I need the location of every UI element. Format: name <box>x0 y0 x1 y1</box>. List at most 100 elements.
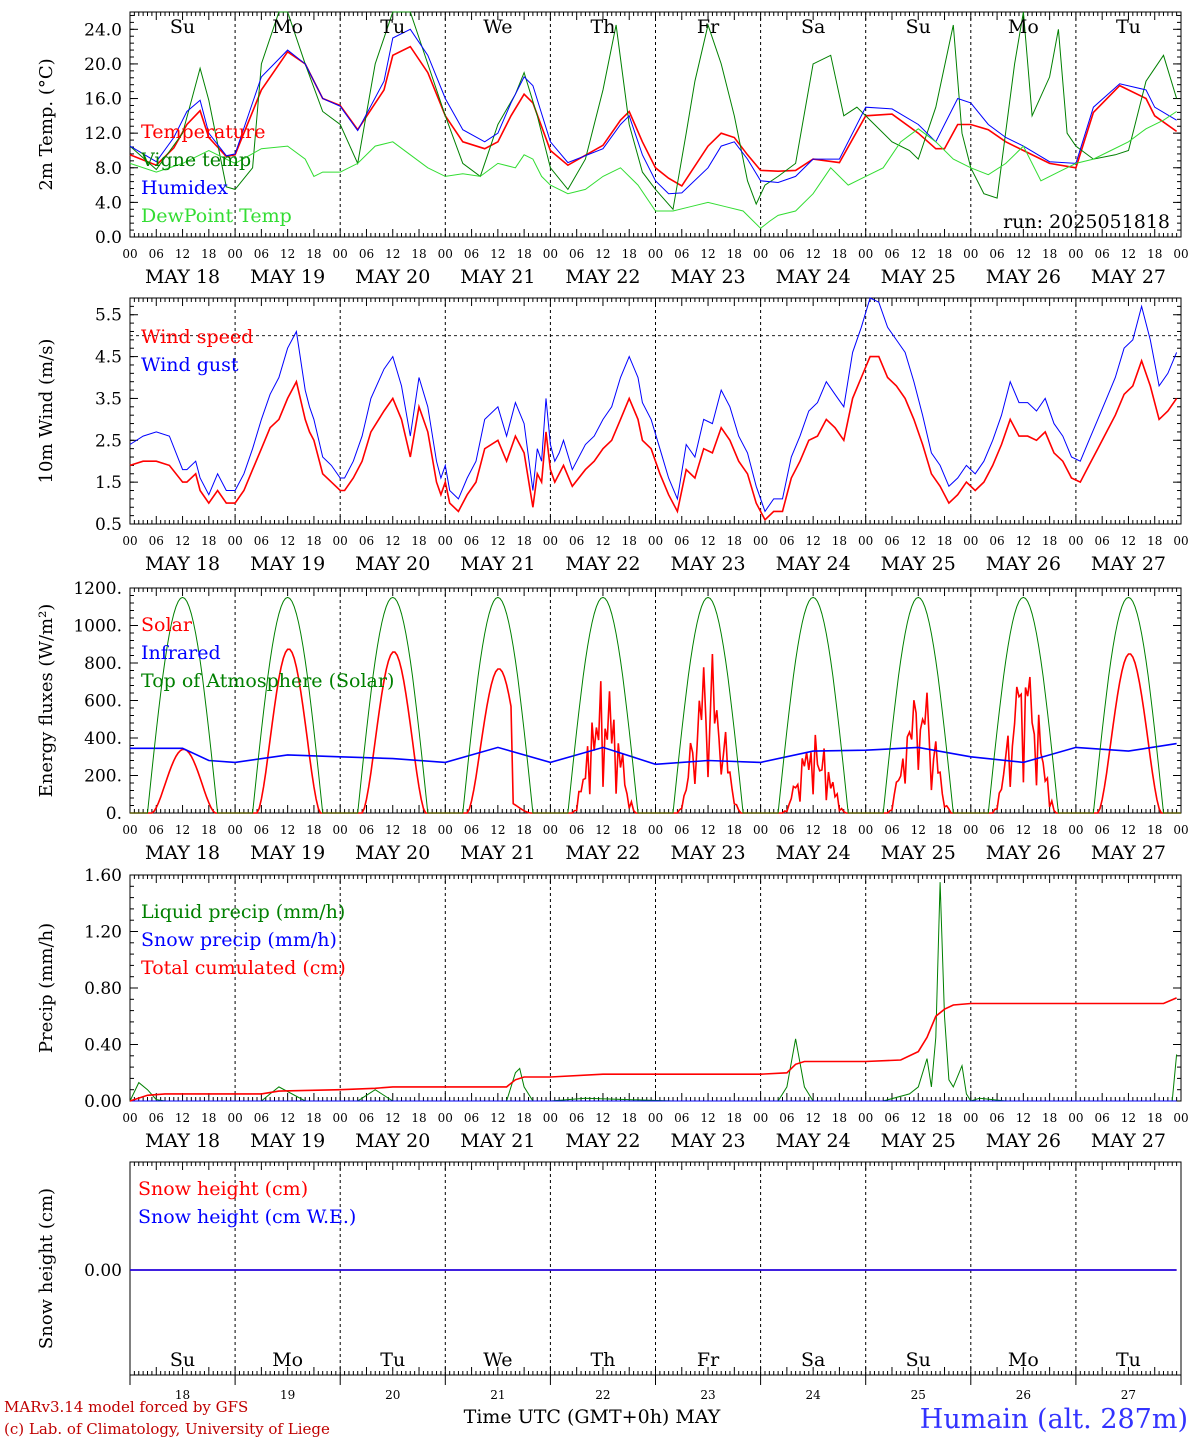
hour-label: 18 <box>516 247 531 261</box>
hour-label: 18 <box>832 1111 847 1125</box>
y-tick-label: 1.60 <box>84 866 122 886</box>
y-tick-label: 1200. <box>73 579 122 599</box>
legend-entry: Liquid precip (mm/h) <box>141 901 345 923</box>
date-label: MAY 23 <box>670 553 745 575</box>
hour-label: 18 <box>1042 823 1057 837</box>
series-line-wind-gust <box>129 297 1178 513</box>
hour-label: 00 <box>648 1111 663 1125</box>
hour-label: 12 <box>595 823 610 837</box>
lab-credit: (c) Lab. of Climatology, University of L… <box>4 1420 330 1438</box>
hour-label: 06 <box>569 247 584 261</box>
weekday-label: Su <box>906 16 931 38</box>
hour-label: 00 <box>648 534 663 548</box>
hour-label: 12 <box>700 1111 715 1125</box>
hour-label: 18 <box>832 823 847 837</box>
hour-label: 00 <box>648 247 663 261</box>
hour-label: 18 <box>937 823 952 837</box>
weekday-label: Su <box>906 1349 931 1371</box>
series-line-vigne-temp <box>129 11 1178 211</box>
day-number: 26 <box>1016 1388 1031 1402</box>
panel-5: 0.00 Snow height (cm) Snow height (cm) Snow… <box>36 1161 1182 1402</box>
hour-label: 06 <box>254 823 269 837</box>
hour-label: 00 <box>1068 534 1083 548</box>
station-name: Humain (alt. 287m) <box>920 1404 1188 1435</box>
legend-entry: Humidex <box>141 177 228 199</box>
hour-label: 18 <box>622 247 637 261</box>
hour-label: 06 <box>989 534 1004 548</box>
plot-frame <box>129 11 1182 238</box>
hour-label: 12 <box>490 534 505 548</box>
date-label: MAY 25 <box>881 553 956 575</box>
hour-label: 18 <box>1147 534 1162 548</box>
hour-label: 00 <box>858 823 873 837</box>
legend-entry: Snow height (cm W.E.) <box>138 1206 356 1228</box>
hour-label: 12 <box>175 534 190 548</box>
day-number: 24 <box>806 1388 822 1402</box>
weekday-label: Tu <box>1116 16 1141 38</box>
hour-label: 00 <box>753 247 768 261</box>
hour-label: 18 <box>1147 823 1162 837</box>
date-label: MAY 22 <box>565 842 640 864</box>
hour-label: 00 <box>753 1111 768 1125</box>
day-number: 21 <box>490 1388 505 1402</box>
hour-label: 18 <box>622 823 637 837</box>
date-label: MAY 19 <box>250 1130 325 1152</box>
date-label: MAY 20 <box>355 266 430 288</box>
hour-label: 18 <box>411 1111 426 1125</box>
weekday-label: Tu <box>1116 1349 1141 1371</box>
hour-label: 18 <box>516 823 531 837</box>
hour-label: 18 <box>937 534 952 548</box>
legend-entry: Total cumulated (cm) <box>141 957 346 979</box>
hour-label: 06 <box>674 247 689 261</box>
hour-label: 18 <box>306 823 321 837</box>
hour-label: 12 <box>595 534 610 548</box>
date-label: MAY 27 <box>1091 842 1166 864</box>
panel-1: 0.0 4.0 8.0 12.0 16.0 20.0 24.0 2m Temp. (°C) Te… <box>36 11 1189 288</box>
y-tick-label: 0.00 <box>84 1261 122 1281</box>
hour-label: 00 <box>858 534 873 548</box>
hour-label: 12 <box>1016 247 1031 261</box>
hour-label: 00 <box>333 247 348 261</box>
hour-label: 00 <box>963 534 978 548</box>
y-tick-label: 24.0 <box>84 20 122 40</box>
legend-entry: Temperature <box>141 121 265 143</box>
y-tick-label: 1.20 <box>84 923 122 943</box>
hour-label: 06 <box>254 247 269 261</box>
day-number: 25 <box>911 1388 926 1402</box>
hour-label: 18 <box>1042 247 1057 261</box>
legend-entry: Wind speed <box>141 326 253 348</box>
date-label: MAY 19 <box>250 842 325 864</box>
hour-label: 12 <box>385 823 400 837</box>
hour-label: 18 <box>306 1111 321 1125</box>
y-tick-label: 1000. <box>73 617 122 637</box>
hour-label: 06 <box>884 247 899 261</box>
hour-label: 12 <box>1016 534 1031 548</box>
y-tick-label: 2.5 <box>95 431 122 451</box>
hour-label: 12 <box>385 534 400 548</box>
hour-label: 18 <box>516 1111 531 1125</box>
y-tick-label: 200. <box>84 767 122 787</box>
hour-label: 06 <box>674 534 689 548</box>
hour-label: 00 <box>1068 1111 1083 1125</box>
hour-label: 00 <box>1173 247 1188 261</box>
hour-label: 00 <box>227 1111 242 1125</box>
weekday-label: Mo <box>272 16 303 38</box>
hour-label: 00 <box>227 823 242 837</box>
day-number: 27 <box>1121 1388 1136 1402</box>
hour-label: 18 <box>727 1111 742 1125</box>
hour-label: 06 <box>359 247 374 261</box>
y-axis-label: Energy fluxes (W/m²) <box>36 604 57 798</box>
hour-label: 12 <box>385 1111 400 1125</box>
hour-label: 00 <box>1173 823 1188 837</box>
weekday-label: Th <box>590 1349 615 1371</box>
hour-label: 06 <box>464 247 479 261</box>
hour-label: 06 <box>779 823 794 837</box>
legend-entry: Vigne temp <box>140 149 251 171</box>
hour-label: 12 <box>806 823 821 837</box>
hour-label: 06 <box>254 534 269 548</box>
date-label: MAY 23 <box>670 266 745 288</box>
hour-label: 12 <box>490 823 505 837</box>
hour-label: 18 <box>1147 1111 1162 1125</box>
hour-label: 00 <box>543 247 558 261</box>
